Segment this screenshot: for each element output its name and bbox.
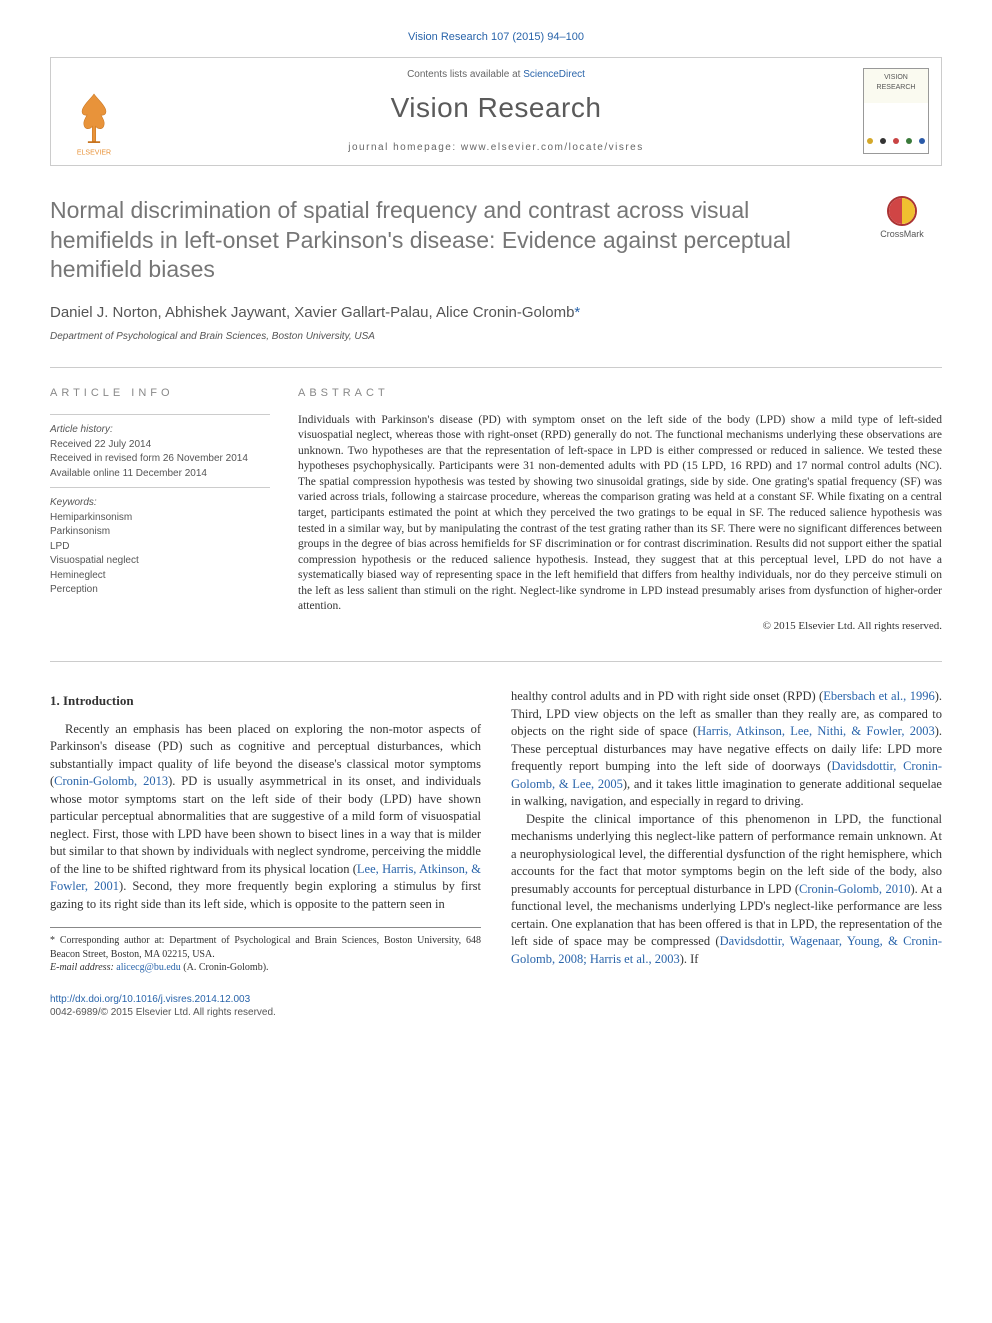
body-text: healthy control adults and in PD with ri… [511, 689, 823, 703]
abstract-copyright: © 2015 Elsevier Ltd. All rights reserved… [298, 619, 942, 634]
body-text: ). If [680, 952, 699, 966]
contents-available-line: Contents lists available at ScienceDirec… [141, 68, 851, 82]
sciencedirect-link[interactable]: ScienceDirect [523, 69, 585, 80]
corresponding-marker: * [574, 304, 580, 321]
article-info-label: ARTICLE INFO [50, 386, 270, 402]
keyword-item: Parkinsonism [50, 525, 270, 540]
crossmark-label: CrossMark [880, 229, 924, 239]
contents-prefix: Contents lists available at [407, 69, 523, 80]
masthead: ELSEVIER Contents lists available at Sci… [50, 57, 942, 166]
body-paragraph: Despite the clinical importance of this … [511, 811, 942, 969]
journal-cover-icon: VISION RESEARCH [863, 68, 929, 154]
divider [50, 414, 270, 415]
keyword-item: Perception [50, 583, 270, 598]
doi-link[interactable]: http://dx.doi.org/10.1016/j.visres.2014.… [50, 994, 250, 1005]
cover-dot-icon [880, 138, 886, 144]
email-label: E-mail address: [50, 962, 116, 973]
header-citation: Vision Research 107 (2015) 94–100 [50, 30, 942, 45]
keyword-item: Hemiparkinsonism [50, 511, 270, 526]
keyword-item: Hemineglect [50, 569, 270, 584]
journal-homepage-line: journal homepage: www.elsevier.com/locat… [141, 141, 851, 155]
keywords-label: Keywords: [50, 496, 270, 511]
cover-dot-icon [906, 138, 912, 144]
intro-heading: 1. Introduction [50, 692, 481, 710]
citation-link[interactable]: Cronin-Golomb, 2010 [799, 882, 910, 896]
keyword-item: LPD [50, 540, 270, 555]
history-received: Received 22 July 2014 [50, 438, 270, 453]
history-label: Article history: [50, 423, 270, 438]
cover-label-1: VISION [864, 73, 928, 82]
email-link[interactable]: alicecg@bu.edu [116, 962, 180, 973]
keyword-item: Visuospatial neglect [50, 554, 270, 569]
history-revised: Received in revised form 26 November 201… [50, 452, 270, 467]
homepage-url: www.elsevier.com/locate/visres [461, 142, 644, 153]
cover-dot-icon [919, 138, 925, 144]
citation-link[interactable]: Cronin-Golomb, 2013 [54, 774, 168, 788]
abstract-column: ABSTRACT Individuals with Parkinson's di… [298, 386, 942, 633]
abstract-text: Individuals with Parkinson's disease (PD… [298, 413, 942, 615]
journal-name: Vision Research [141, 89, 851, 127]
divider [50, 487, 270, 488]
masthead-center: Contents lists available at ScienceDirec… [141, 58, 851, 165]
body-paragraph: healthy control adults and in PD with ri… [511, 688, 942, 811]
crossmark-icon [887, 196, 917, 226]
author-names: Daniel J. Norton, Abhishek Jaywant, Xavi… [50, 304, 574, 321]
cover-thumbnail-cell: VISION RESEARCH [851, 58, 941, 165]
svg-text:ELSEVIER: ELSEVIER [77, 149, 111, 156]
article-info-column: ARTICLE INFO Article history: Received 2… [50, 386, 270, 633]
issn-copyright: 0042-6989/© 2015 Elsevier Ltd. All right… [50, 1007, 276, 1018]
corresponding-footnote: * Corresponding author at: Department of… [50, 927, 481, 975]
citation-link[interactable]: Ebersbach et al., 1996 [823, 689, 935, 703]
affiliation: Department of Psychological and Brain Sc… [50, 330, 942, 344]
abstract-label: ABSTRACT [298, 386, 942, 401]
homepage-prefix: journal homepage: [348, 142, 461, 153]
cover-dot-icon [867, 138, 873, 144]
publisher-logo-cell: ELSEVIER [51, 58, 141, 165]
history-online: Available online 11 December 2014 [50, 467, 270, 482]
crossmark-widget[interactable]: CrossMark [862, 196, 942, 240]
body-two-column: 1. Introduction Recently an emphasis has… [50, 688, 942, 974]
footnote-address: * Corresponding author at: Department of… [50, 934, 481, 961]
email-suffix: (A. Cronin-Golomb). [181, 962, 269, 973]
citation-link[interactable]: Harris, Atkinson, Lee, Nithi, & Fowler, … [697, 724, 935, 738]
article-title: Normal discrimination of spatial frequen… [50, 196, 862, 286]
body-text: ). PD is usually asymmetrical in its ons… [50, 774, 481, 876]
elsevier-tree-icon: ELSEVIER [59, 87, 129, 157]
divider [50, 661, 942, 662]
author-list: Daniel J. Norton, Abhishek Jaywant, Xavi… [50, 303, 942, 323]
cover-label-2: RESEARCH [864, 83, 928, 92]
body-paragraph: Recently an emphasis has been placed on … [50, 721, 481, 914]
page-footer: http://dx.doi.org/10.1016/j.visres.2014.… [50, 993, 942, 1020]
cover-dot-icon [893, 138, 899, 144]
